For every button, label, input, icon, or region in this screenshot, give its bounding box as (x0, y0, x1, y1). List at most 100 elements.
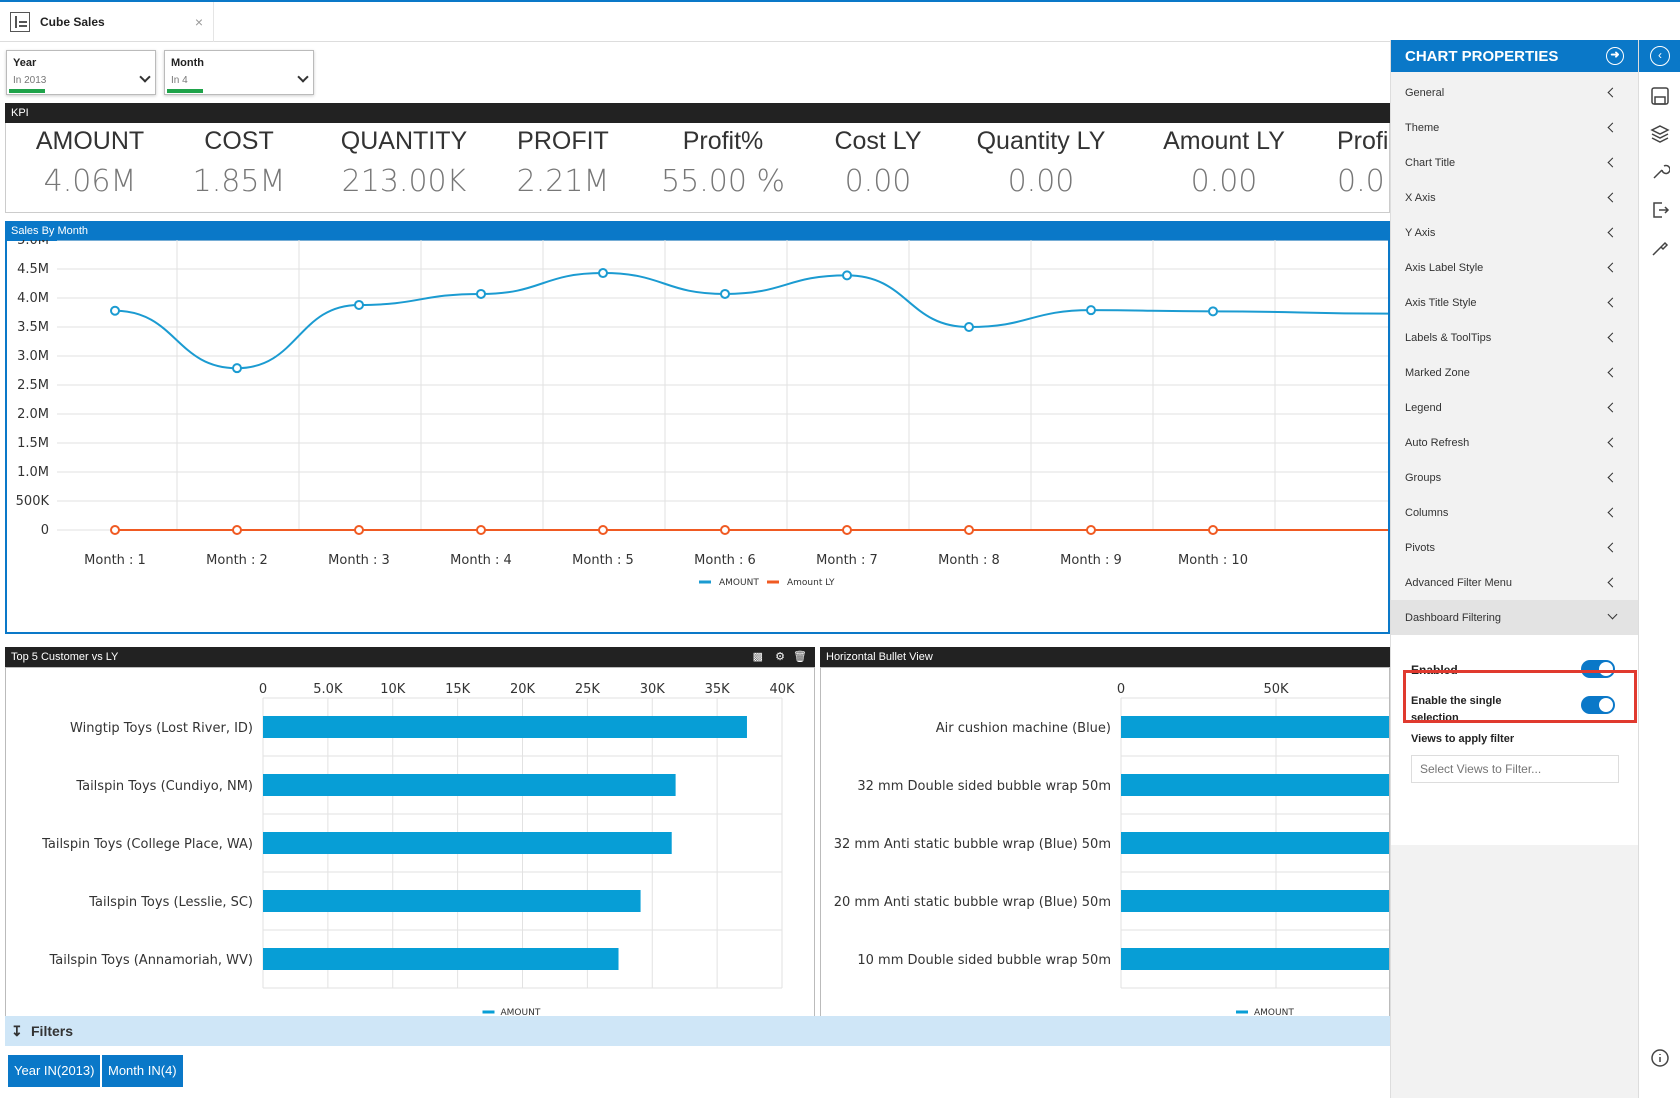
properties-list: General Theme Chart Title X Axis Y Axis Axis … (1391, 75, 1638, 600)
kpi-value: 55.00 % (661, 164, 785, 199)
section-y-axis[interactable]: Y Axis (1391, 215, 1638, 250)
bar-chart-icon[interactable]: ▩ (752, 651, 763, 663)
kpi-value: 2.21M (516, 164, 610, 199)
dashboard-icon (10, 12, 30, 32)
x-tick-label: Month : 1 (84, 553, 146, 568)
legend-label: AMOUNT (1254, 1008, 1294, 1018)
x-tick-label: Month : 3 (328, 553, 390, 568)
chevron-left-icon (1607, 227, 1618, 238)
data-point (232, 525, 242, 535)
top-accent-line (0, 0, 1680, 2)
chevron-left-icon (1607, 367, 1618, 378)
chevron-left-icon (1607, 437, 1618, 448)
save-icon[interactable] (1650, 86, 1670, 106)
single-selection-toggle[interactable] (1581, 696, 1615, 714)
data-point (1208, 525, 1218, 535)
gear-icon[interactable]: ⚙ (775, 651, 785, 663)
year-filter-pill[interactable]: Year IN(2013) (8, 1055, 101, 1087)
section-theme[interactable]: Theme (1391, 110, 1638, 145)
line-chart-title: Sales By Month (11, 225, 89, 237)
bar (1121, 890, 1471, 912)
x-tick-label: 20K (510, 682, 536, 697)
layers-icon[interactable] (1650, 124, 1670, 144)
month-filter-dropdown[interactable]: Month In 4 (164, 50, 314, 95)
kpi-profit-ly: Profi 0.0 (1337, 127, 1389, 199)
x-tick-label: 10K (380, 682, 406, 697)
chevron-left-icon (1607, 472, 1618, 483)
section-chart-title[interactable]: Chart Title (1391, 145, 1638, 180)
month-filter-label: Month (171, 57, 204, 69)
month-filter-pill[interactable]: Month IN(4) (102, 1055, 183, 1087)
wrench-icon[interactable] (1650, 162, 1670, 182)
collapse-arrow-icon[interactable]: ➜ (1606, 47, 1624, 65)
kpi-label: AMOUNT (35, 127, 145, 155)
y-tick-label: 2.5M (17, 378, 49, 393)
tab-cube-sales[interactable]: Cube Sales × (0, 2, 214, 42)
highlight-box (1403, 670, 1637, 723)
section-pivots[interactable]: Pivots (1391, 530, 1638, 565)
x-tick-label: Month : 2 (206, 553, 268, 568)
section-dashboard-filtering[interactable]: Dashboard Filtering (1391, 600, 1638, 635)
bar (263, 774, 676, 796)
kpi-value: 4.06M (43, 164, 137, 199)
tab-close-icon[interactable]: × (194, 14, 203, 30)
kpi-label: COST (204, 127, 274, 155)
y-tick-label: 2.0M (17, 407, 49, 422)
category-label: Wingtip Toys (Lost River, ID) (70, 721, 253, 736)
chart-properties-title: CHART PROPERTIES (1405, 47, 1559, 65)
month-filter-value: In 4 (171, 75, 188, 86)
category-label: Tailspin Toys (College Place, WA) (41, 837, 253, 852)
bar (263, 948, 619, 970)
chevron-down-icon (1607, 609, 1618, 620)
data-point (1086, 525, 1096, 535)
top5-chart-title: Top 5 Customer vs LY (11, 651, 119, 663)
views-select-input[interactable] (1411, 755, 1619, 783)
filters-bar[interactable]: ↧ Filters (5, 1016, 1390, 1046)
top5-chart-panel: 0 5.0K 10K 15K 20K 25K 30K 35K 40K Wingtip Toys (… (5, 667, 815, 1025)
kpi-value: 0.00 (844, 164, 912, 199)
section-axis-label-style[interactable]: Axis Label Style (1391, 250, 1638, 285)
data-point (232, 363, 242, 374)
right-icon-rail: ‹ (1638, 40, 1680, 1098)
section-auto-refresh[interactable]: Auto Refresh (1391, 425, 1638, 460)
kpi-amount: AMOUNT 4.06M (34, 127, 146, 199)
bar (263, 716, 747, 738)
bullet-chart-panel: 050K100KAir cushion machine (Blue)32 mm … (820, 667, 1471, 1025)
chevron-down-icon (297, 71, 309, 83)
data-point (720, 288, 730, 299)
x-tick-label: 25K (575, 682, 601, 697)
export-icon[interactable] (1650, 200, 1670, 220)
back-circle-icon[interactable]: ‹ (1650, 46, 1670, 66)
section-marked-zone[interactable]: Marked Zone (1391, 355, 1638, 390)
chevron-left-icon (1607, 122, 1618, 133)
section-advanced-filter-menu[interactable]: Advanced Filter Menu (1391, 565, 1638, 600)
section-general[interactable]: General (1391, 75, 1638, 110)
category-label: Tailspin Toys (Annamoriah, WV) (48, 953, 253, 968)
tab-bar: Cube Sales × (0, 2, 1680, 42)
kpi-label: Amount LY (1163, 127, 1285, 155)
trash-icon[interactable]: 🗑 (793, 651, 807, 663)
top5-chart-header: Top 5 Customer vs LY ▩ ⚙ 🗑 (5, 647, 815, 667)
info-icon[interactable] (1650, 1048, 1670, 1068)
section-columns[interactable]: Columns (1391, 495, 1638, 530)
kpi-label: PROFIT (517, 127, 609, 155)
data-point (110, 305, 120, 316)
x-tick-label: Month : 10 (1178, 553, 1248, 568)
section-labels-tooltips[interactable]: Labels & ToolTips (1391, 320, 1638, 355)
section-label: Axis Title Style (1405, 296, 1477, 309)
y-tick-label: 500K (16, 494, 50, 509)
x-tick-label: Month : 4 (450, 553, 512, 568)
filter-active-indicator (167, 89, 203, 93)
section-label: Columns (1405, 506, 1449, 519)
section-axis-title-style[interactable]: Axis Title Style (1391, 285, 1638, 320)
tools-icon[interactable] (1650, 238, 1670, 258)
section-legend[interactable]: Legend (1391, 390, 1638, 425)
category-label: 32 mm Double sided bubble wrap 50m (857, 779, 1111, 794)
section-x-axis[interactable]: X Axis (1391, 180, 1638, 215)
year-filter-dropdown[interactable]: Year In 2013 (6, 50, 156, 95)
filters-label: Filters (31, 1023, 74, 1039)
section-groups[interactable]: Groups (1391, 460, 1638, 495)
chevron-left-icon (1607, 262, 1618, 273)
data-point (842, 525, 852, 535)
